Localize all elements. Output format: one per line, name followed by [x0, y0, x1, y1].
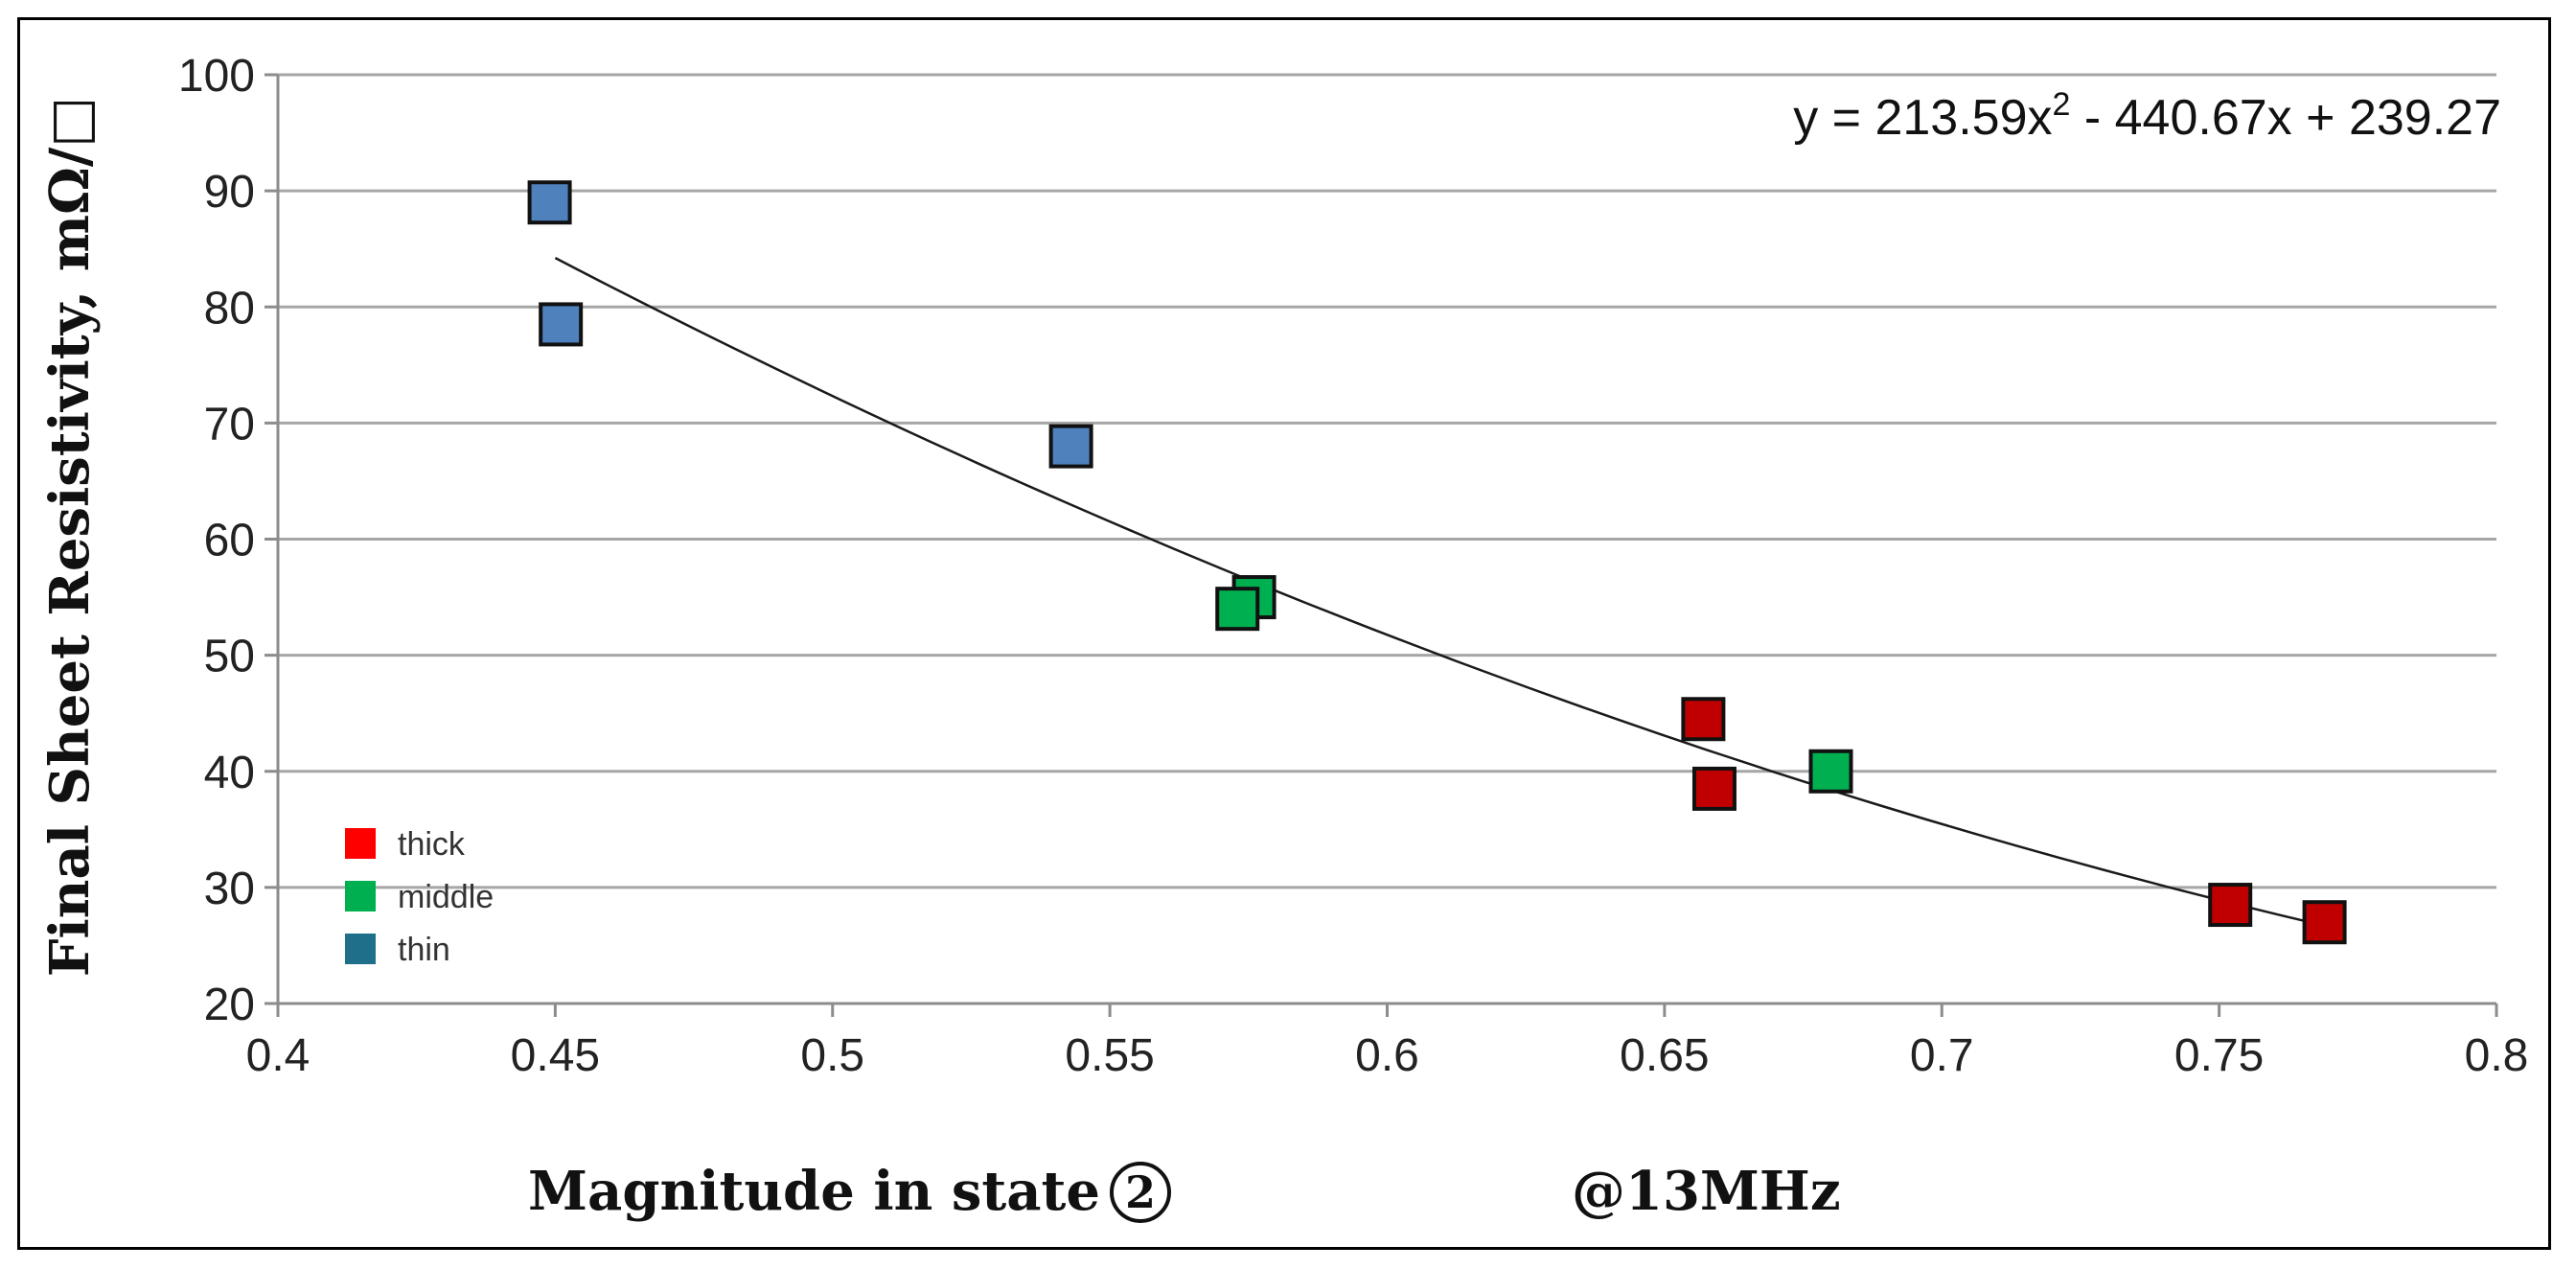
axes: 20 30 40 50 60 70 80 90 100 0.4 0.45 0.5 0.55 0.6 0.65…	[178, 51, 2528, 1081]
legend: thick middle thin	[345, 826, 494, 968]
trendline-group	[554, 256, 2325, 928]
x-axis-title: Magnitude in state 2 @13MHz	[528, 1160, 1841, 1223]
state-circle-icon	[1110, 1162, 1171, 1223]
trendline-equation: y = 213.59x2 - 440.67x + 239.27	[1793, 86, 2501, 146]
point-thick-2	[2208, 883, 2253, 928]
polynomial-trendline	[554, 256, 2325, 928]
x-tick-label-4: 0.6	[1355, 1030, 1419, 1081]
y-tick-label-0: 20	[204, 980, 255, 1030]
x-axis-title-text: Magnitude in state	[528, 1160, 1100, 1223]
y-tick-label-7: 90	[204, 167, 255, 218]
point-middle-1	[1215, 587, 1260, 632]
y-tick-label-6: 80	[204, 283, 255, 334]
x-tick-label-0: 0.4	[246, 1030, 310, 1081]
y-tick-label-4: 60	[204, 516, 255, 566]
point-thin-0	[527, 180, 572, 225]
gridlines	[278, 73, 2496, 1005]
legend-label-thick: thick	[398, 826, 466, 863]
legend-swatch-thin	[345, 934, 376, 964]
y-tick-label-5: 70	[204, 399, 255, 450]
x-tick-label-5: 0.65	[1620, 1030, 1709, 1081]
x-tick-label-8: 0.8	[2465, 1030, 2529, 1081]
y-tick-label-3: 50	[204, 632, 255, 682]
y-axis-title: Final Sheet Resistivity, mΩ/□	[38, 97, 102, 978]
legend-swatch-thick	[345, 828, 376, 859]
chart-frame	[17, 17, 2551, 1250]
x-tick-label-1: 0.45	[511, 1030, 600, 1081]
x-tick-label-7: 0.75	[2174, 1030, 2264, 1081]
x-axis-frequency: @13MHz	[1572, 1160, 1841, 1223]
y-tick-label-1: 30	[204, 864, 255, 914]
x-tick-label-6: 0.7	[1910, 1030, 1974, 1081]
point-thin-1	[539, 302, 584, 347]
legend-label-middle: middle	[398, 879, 494, 915]
point-thick-0	[1681, 697, 1726, 742]
point-thick-1	[1691, 766, 1736, 811]
legend-label-thin: thin	[398, 932, 450, 968]
state-number: 2	[1125, 1166, 1156, 1218]
point-middle-2	[1808, 749, 1853, 794]
x-tick-label-3: 0.55	[1065, 1030, 1154, 1081]
y-tick-label-8: 100	[178, 51, 255, 102]
x-tick-label-2: 0.5	[800, 1030, 864, 1081]
legend-swatch-middle	[345, 881, 376, 911]
point-thin-2	[1048, 424, 1093, 469]
data-points	[527, 180, 2347, 945]
point-thick-3	[2302, 900, 2347, 945]
y-tick-label-2: 40	[204, 748, 255, 798]
